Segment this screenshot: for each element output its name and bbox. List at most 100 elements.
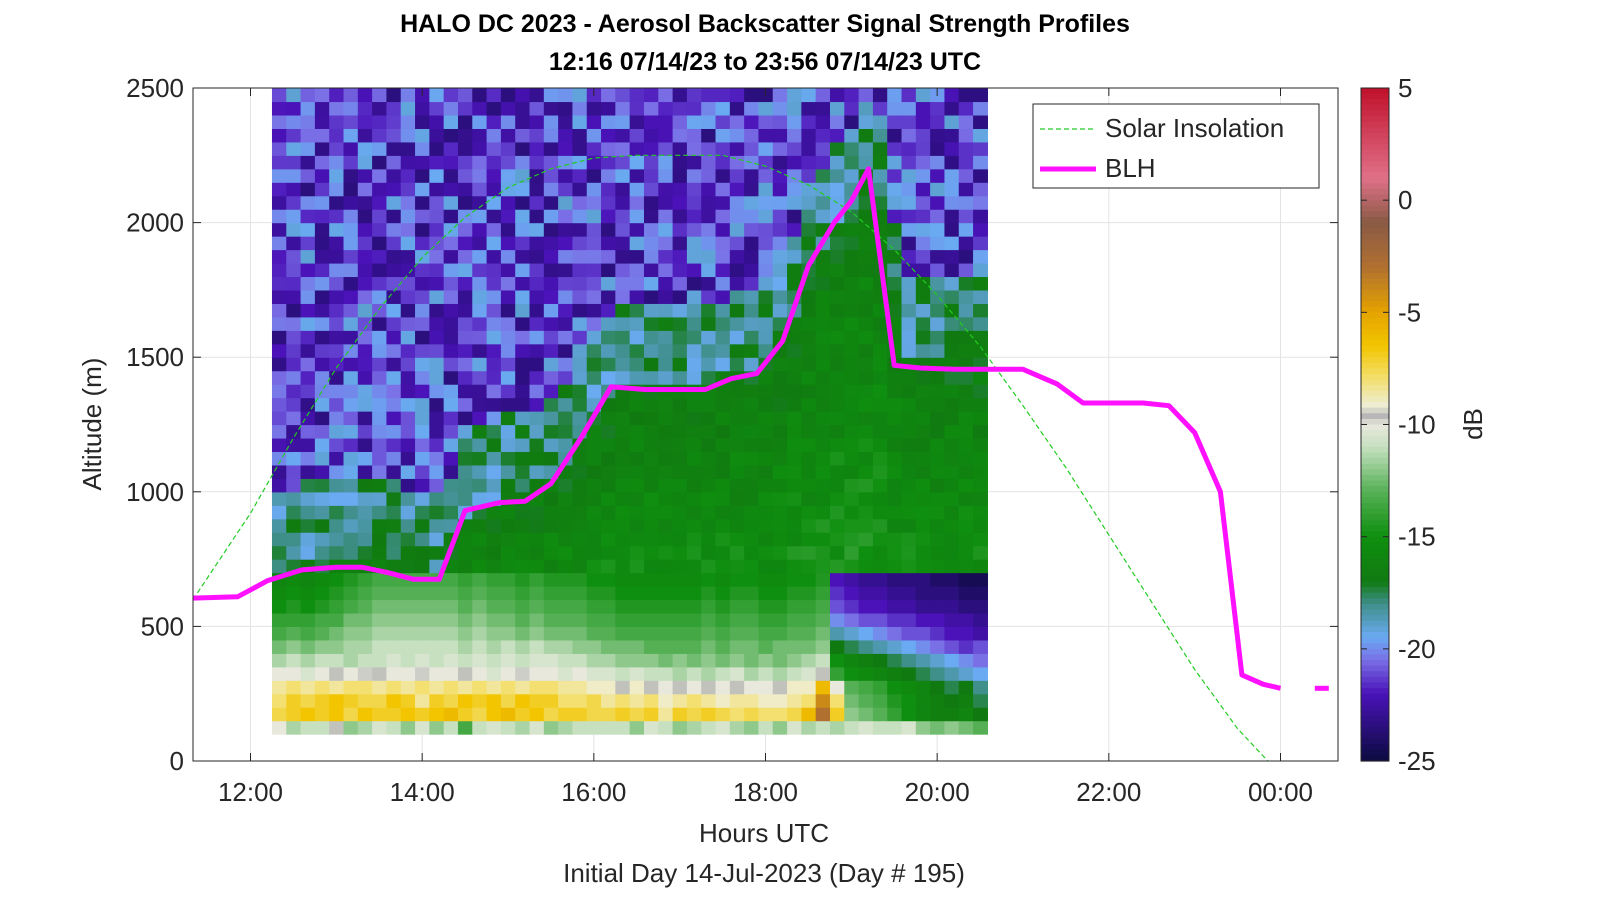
colorbar-segment xyxy=(1361,273,1389,280)
heatmap-cell xyxy=(829,397,845,412)
heatmap-cell xyxy=(930,411,946,426)
heatmap-cell xyxy=(300,451,316,466)
heatmap-cell xyxy=(300,720,316,735)
heatmap-cell xyxy=(572,572,588,587)
heatmap-cell xyxy=(629,532,645,547)
heatmap-cell xyxy=(271,437,287,453)
heatmap-cell xyxy=(415,559,430,574)
heatmap-cell xyxy=(486,424,502,439)
heatmap-cell xyxy=(744,262,760,278)
colorbar-segment xyxy=(1361,233,1389,241)
heatmap-cell xyxy=(472,626,488,641)
heatmap-cell xyxy=(758,653,774,668)
heatmap-cell xyxy=(672,639,688,654)
heatmap-cell xyxy=(758,397,774,412)
heatmap-cell xyxy=(515,599,531,614)
heatmap-cell xyxy=(858,155,874,170)
heatmap-cell xyxy=(400,316,416,331)
colorbar-segment xyxy=(1361,643,1389,650)
heatmap-cell xyxy=(858,411,874,426)
heatmap-cell xyxy=(887,276,903,291)
heatmap-cell xyxy=(529,518,545,533)
heatmap-cell xyxy=(844,101,860,116)
heatmap-cell xyxy=(744,693,760,708)
heatmap-cell xyxy=(457,707,473,722)
heatmap-cell xyxy=(615,424,631,439)
heatmap-cell xyxy=(758,303,774,318)
heatmap-cell xyxy=(829,343,845,358)
heatmap-cell xyxy=(715,303,731,318)
heatmap-cell xyxy=(586,168,602,183)
heatmap-cell xyxy=(314,626,330,641)
legend-blh-label: BLH xyxy=(1105,153,1156,183)
heatmap-cell xyxy=(329,182,345,197)
heatmap-cell xyxy=(343,666,359,681)
heatmap-cell xyxy=(744,666,760,681)
heatmap-cell xyxy=(815,141,831,156)
heatmap-cell xyxy=(772,155,788,170)
heatmap-cell xyxy=(357,653,373,668)
heatmap-cell xyxy=(443,316,459,331)
heatmap-cell xyxy=(601,545,616,560)
heatmap-cell xyxy=(586,357,602,372)
heatmap-cell xyxy=(271,343,287,358)
heatmap-cell xyxy=(558,330,574,345)
heatmap-cell xyxy=(500,451,516,466)
heatmap-cell xyxy=(300,168,316,183)
heatmap-cell xyxy=(915,612,931,627)
heatmap-cell xyxy=(357,262,373,278)
heatmap-cell xyxy=(872,612,888,627)
heatmap-cell xyxy=(658,195,674,210)
heatmap-cell xyxy=(686,397,702,412)
heatmap-cell xyxy=(543,209,559,224)
heatmap-cell xyxy=(558,316,574,331)
heatmap-cell xyxy=(615,370,631,385)
heatmap-cell xyxy=(930,289,946,304)
heatmap-cell xyxy=(472,141,488,156)
heatmap-cell xyxy=(973,532,988,547)
heatmap-cell xyxy=(314,707,330,722)
heatmap-cell xyxy=(486,289,502,304)
heatmap-cell xyxy=(715,639,731,654)
heatmap-cell xyxy=(400,209,416,224)
heatmap-cell xyxy=(901,128,917,143)
heatmap-cell xyxy=(686,532,702,547)
heatmap-cell xyxy=(944,505,960,520)
heatmap-cell xyxy=(357,330,373,345)
heatmap-cell xyxy=(400,653,416,668)
heatmap-cell xyxy=(572,168,588,183)
heatmap-cell xyxy=(357,572,373,587)
heatmap-cell xyxy=(329,128,345,143)
heatmap-cell xyxy=(858,303,874,318)
heatmap-cell xyxy=(601,680,616,695)
heatmap-cell xyxy=(815,505,831,520)
heatmap-cell xyxy=(887,411,903,426)
heatmap-cell xyxy=(930,586,946,601)
heatmap-cell xyxy=(343,545,359,560)
colorbar-segment xyxy=(1361,682,1389,689)
heatmap-cell xyxy=(958,639,974,654)
heatmap-cell xyxy=(357,666,373,681)
heatmap-cell xyxy=(372,114,388,129)
heatmap-cell xyxy=(529,626,545,641)
heatmap-cell xyxy=(858,720,874,735)
heatmap-cell xyxy=(372,693,388,708)
heatmap-cell xyxy=(672,195,688,210)
heatmap-cell xyxy=(415,599,430,614)
colorbar-segment xyxy=(1361,693,1389,700)
heatmap-cell xyxy=(930,720,946,735)
heatmap-cell xyxy=(601,88,616,103)
heatmap-cell xyxy=(787,639,802,654)
colorbar-segment xyxy=(1361,632,1389,639)
heatmap-cell xyxy=(872,114,888,129)
heatmap-cell xyxy=(930,626,946,641)
heatmap-cell xyxy=(429,680,445,695)
heatmap-cell xyxy=(572,518,588,533)
heatmap-cell xyxy=(271,478,287,493)
heatmap-cell xyxy=(801,599,817,614)
heatmap-cell xyxy=(815,720,831,735)
heatmap-cell xyxy=(815,626,831,641)
heatmap-cell xyxy=(658,586,674,601)
heatmap-cell xyxy=(729,437,745,453)
